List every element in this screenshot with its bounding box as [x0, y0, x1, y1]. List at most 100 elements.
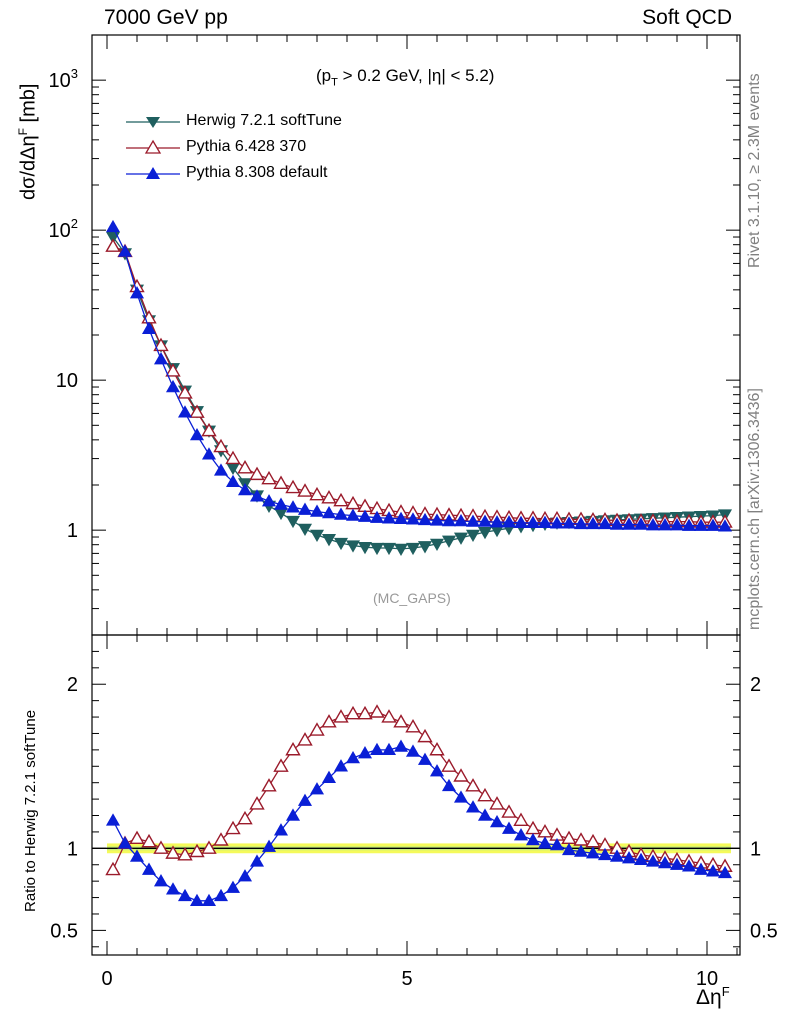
- main-herwig-7-2-1-softtune-point: [357, 542, 373, 555]
- main-pythia-6-428-370-point: [165, 363, 181, 377]
- main-herwig-7-2-1-softtune-point: [273, 507, 289, 521]
- main-pythia-8-308-default-point: [429, 513, 445, 526]
- ratio-pythia-8-308-default-point: [693, 862, 709, 875]
- ratio-pythia-8-308-default-point: [273, 823, 289, 836]
- main-pythia-8-308-default-point: [597, 516, 613, 530]
- main-pythia-8-308-default-point: [657, 518, 673, 531]
- main-pythia-6-428-370-point: [225, 450, 241, 465]
- main-pythia-8-308-default-point: [237, 482, 253, 496]
- ratio-pythia-6-428-370-point: [477, 787, 493, 802]
- ratio-pythia-8-308-default-point: [573, 844, 589, 857]
- ratio-pythia-8-308-default-point: [489, 814, 505, 828]
- ratio-pythia-8-308-default-point: [501, 821, 517, 834]
- main-pythia-8-308-default-point: [261, 494, 277, 507]
- main-pythia-8-308-default-point: [177, 405, 193, 418]
- main-pythia-6-428-370-point: [189, 404, 205, 418]
- ratio-pythia-6-428-370-point: [501, 804, 517, 818]
- collision-title: 7000 GeV pp: [104, 6, 228, 29]
- main-pythia-6-428-370-point: [309, 486, 325, 501]
- ratio-pythia-6-428-370-point: [129, 830, 145, 845]
- main-pythia-8-308-default-point: [153, 352, 169, 365]
- ratio-pythia-8-308-default-point: [477, 808, 493, 821]
- main-pythia-8-308-default-point: [717, 519, 733, 532]
- main-pythia-8-308-default-point: [465, 514, 481, 527]
- ratio-pythia-8-308-default-point: [213, 888, 229, 902]
- main-pythia-8-308-default-point: [333, 507, 349, 520]
- rivet-label: Rivet 3.1.10, ≥ 2.3M events: [746, 73, 763, 268]
- ratio-pythia-6-428-370-point: [357, 705, 373, 720]
- ratio-pythia-6-428-370-point: [381, 709, 397, 723]
- main-pythia-8-308-default-point: [225, 474, 241, 487]
- x-axis-label: ΔηF: [696, 984, 730, 1010]
- main-pythia-8-308-default-point: [525, 515, 541, 528]
- ratio-pythia-8-308-default-point: [333, 759, 349, 772]
- legend-pythia8-symbol-icon: [126, 167, 180, 179]
- mcplots-label: mcplots.cern.ch [arXiv:1306.3436]: [746, 388, 763, 630]
- ratio-pythia-6-428-370-point: [237, 810, 253, 825]
- ratio-pythia-8-308-default-point: [345, 750, 361, 764]
- ratio-pythia-8-308-default-point: [285, 808, 301, 821]
- main-pythia-8-308-default-point: [141, 321, 157, 334]
- main-pythia-6-428-370-point: [297, 483, 313, 497]
- ratio-pythia-8-308-default-point: [393, 739, 409, 752]
- main-herwig-7-2-1-softtune-point: [345, 540, 361, 553]
- ratio-pythia-8-308-default-point: [633, 852, 649, 865]
- ratio-pythia-8-308-default-point: [417, 752, 433, 765]
- main-pythia-8-308-default-point: [249, 489, 265, 502]
- ratio-pythia-8-308-default-point: [429, 764, 445, 777]
- x-tick-label: 10: [696, 968, 718, 990]
- main-pythia-8-308-default-point: [129, 286, 145, 299]
- ratio-pythia-8-308-default-point: [165, 882, 181, 895]
- ratio-pythia-6-428-370-point: [297, 732, 313, 746]
- cut-subscript: T: [331, 76, 338, 89]
- legend-pythia6-label: Pythia 6.428 370: [186, 138, 307, 155]
- main-pythia-8-308-default-point: [345, 508, 361, 521]
- ratio-y-tick-label-right: 2: [750, 674, 761, 696]
- ratio-pythia-6-428-370-point: [489, 796, 505, 810]
- main-y-axis-label: dσ/dΔηF [mb]: [16, 84, 41, 200]
- main-y-tick-label: 103: [49, 66, 78, 92]
- main-pythia-6-428-370-point: [201, 422, 217, 437]
- ratio-pythia-8-308-default-point: [465, 800, 481, 813]
- ratio-pythia-8-308-default-point: [117, 836, 133, 849]
- legend-pythia8-label: Pythia 8.308 default: [186, 164, 328, 181]
- ratio-pythia-6-428-370-point: [369, 704, 385, 718]
- main-herwig-7-2-1-softtune-point: [429, 538, 445, 551]
- main-pythia-8-308-default-point: [309, 504, 325, 517]
- main-pythia-8-308-default-point: [513, 515, 529, 528]
- main-pythia-8-308-default-point: [381, 511, 397, 524]
- main-pythia-8-308-default-point: [165, 379, 181, 393]
- main-herwig-7-2-1-softtune-point: [393, 543, 409, 556]
- ratio-pythia-8-308-default-point: [297, 793, 313, 806]
- process-title: Soft QCD: [642, 6, 732, 29]
- ratio-pythia-6-428-370-point: [441, 758, 457, 772]
- ratio-pythia-8-308-default-line: [112, 745, 726, 902]
- legend-herwig-symbol-icon: [126, 117, 180, 128]
- ratio-pythia-6-428-370-point: [225, 820, 241, 835]
- ratio-pythia-8-308-default-point: [369, 742, 385, 756]
- main-pythia-8-308-default-point: [273, 497, 289, 510]
- ratio-pythia-8-308-default-point: [381, 742, 397, 756]
- main-pythia-8-308-default-line: [112, 226, 726, 528]
- ratio-pythia-6-428-370-point: [105, 861, 121, 876]
- ratio-pythia-6-428-370-point: [417, 728, 433, 743]
- main-pythia-8-308-default-point: [489, 515, 505, 528]
- main-pythia-8-308-default-point: [561, 516, 577, 529]
- ratio-pythia-8-308-default-point: [597, 847, 613, 861]
- main-pythia-6-428-370-point: [249, 466, 265, 481]
- main-pythia-8-308-default-point: [681, 518, 697, 531]
- ratio-pythia-8-308-default-point: [441, 778, 457, 792]
- ratio-pythia-6-428-370-point: [453, 768, 469, 782]
- main-pythia-6-428-370-point: [237, 459, 253, 474]
- ratio-pythia-8-308-default-point: [261, 839, 277, 852]
- main-pythia-8-308-default-point: [369, 510, 385, 523]
- main-pythia-6-428-370-point: [261, 470, 277, 485]
- main-pythia-6-428-370-point: [153, 337, 169, 352]
- main-pythia-8-308-default-point: [357, 509, 373, 522]
- ratio-pythia-8-308-default-point: [201, 893, 217, 907]
- main-y-tick-label: 1: [67, 520, 78, 542]
- main-pythia-8-308-default-point: [417, 512, 433, 526]
- main-y-tick-label: 102: [49, 216, 78, 242]
- main-pythia-8-308-default-point: [405, 512, 421, 525]
